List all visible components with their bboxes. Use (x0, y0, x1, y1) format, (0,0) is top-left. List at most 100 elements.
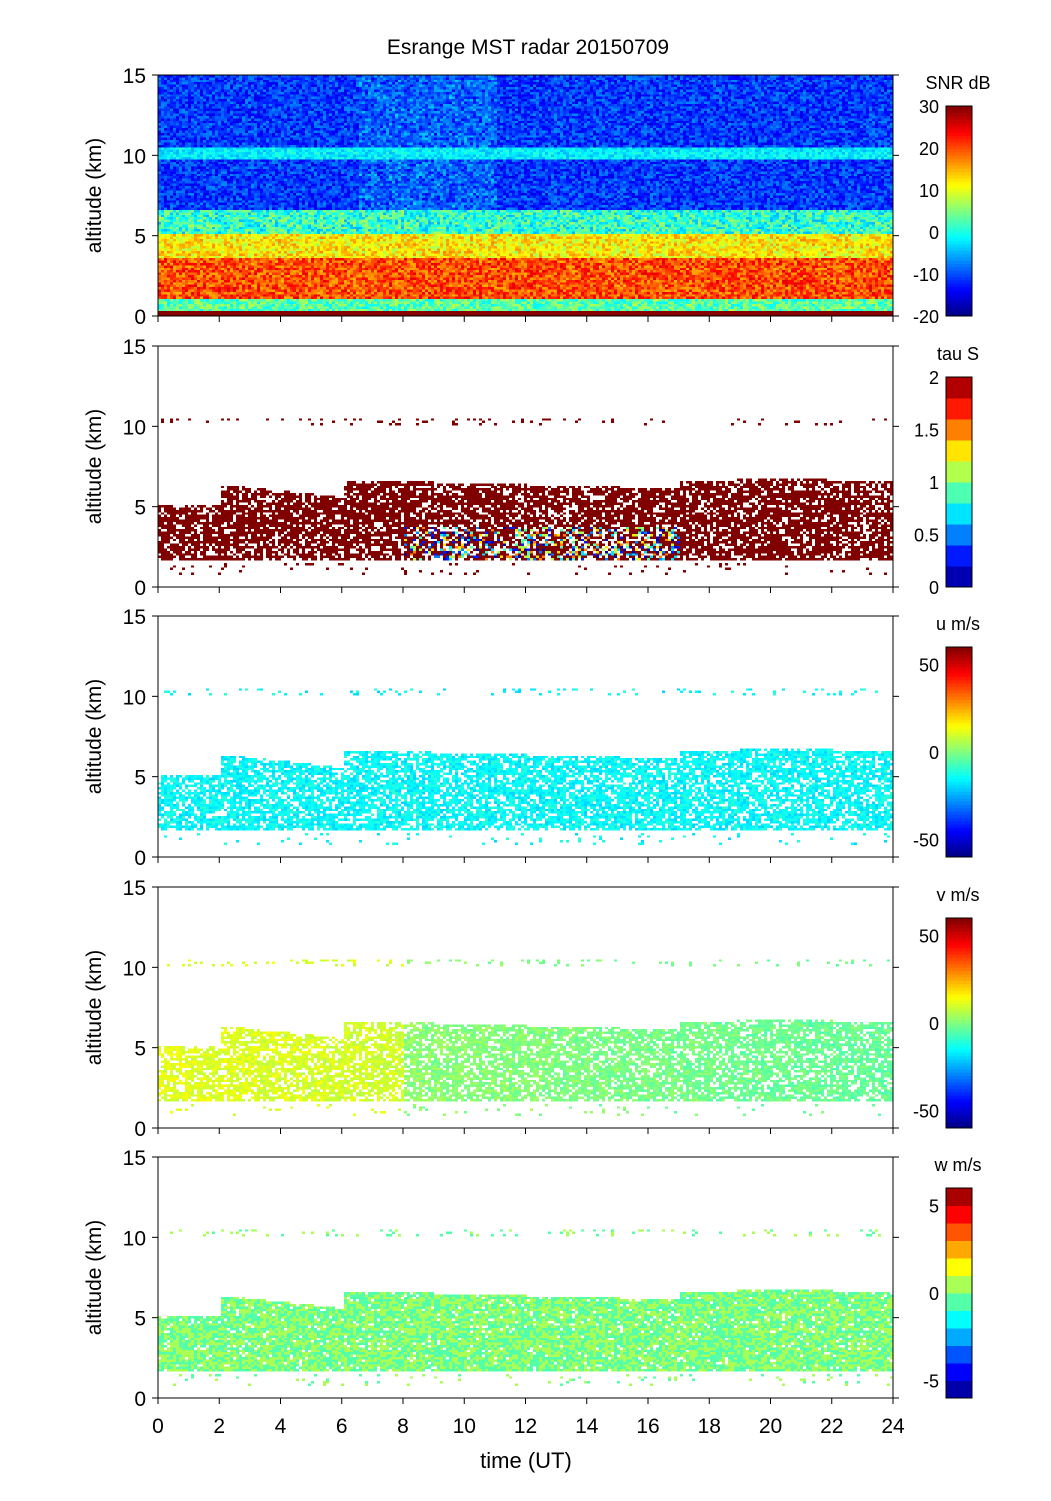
y-tick-label: 0 (134, 1118, 146, 1141)
colorbar-segment (946, 650, 972, 655)
colorbar-frame (945, 376, 973, 588)
colorbar-segment (946, 299, 972, 304)
colorbar-segment (946, 266, 972, 271)
colorbar-segment (946, 647, 972, 651)
colorbar-segment (946, 986, 972, 991)
colorbar-segment (946, 194, 972, 199)
v-axes-box (157, 886, 894, 1129)
colorbar-segment (946, 227, 972, 232)
colorbar-segment (946, 1078, 972, 1083)
tau-y-axis-label: altitude (km) (83, 409, 106, 525)
colorbar-tick-label: 0 (929, 223, 939, 243)
colorbar-segment (946, 830, 972, 835)
colorbar-segment (946, 729, 972, 733)
colorbar-segment (946, 253, 972, 258)
colorbar-segment (946, 673, 972, 678)
colorbar-segment (946, 237, 972, 242)
u-heatmap (158, 616, 893, 857)
colorbar-segment (946, 699, 972, 704)
colorbar-segment (946, 794, 972, 799)
x-tick-label: 2 (213, 1415, 225, 1438)
colorbar-segment (946, 706, 972, 710)
colorbar-segment (946, 990, 972, 994)
colorbar-segment (946, 732, 972, 737)
colorbar-segment (946, 482, 972, 504)
v-colorbar-label: v m/s (937, 885, 980, 905)
colorbar-segment (946, 1114, 972, 1119)
y-tick-label: 0 (134, 1388, 146, 1411)
colorbar-segment (946, 132, 972, 137)
colorbar-segment (946, 112, 972, 117)
w-heatmap (158, 1157, 893, 1398)
colorbar-segment (946, 1258, 972, 1276)
colorbar-segment (946, 289, 972, 294)
y-tick-label: 5 (134, 767, 146, 790)
x-tick-label: 24 (881, 1415, 905, 1438)
colorbar-segment (946, 138, 972, 143)
y-tick-label: 0 (134, 577, 146, 600)
colorbar-segment (946, 165, 972, 169)
colorbar-segment (946, 145, 972, 150)
y-tick-label: 15 (123, 65, 146, 88)
colorbar-segment (946, 719, 972, 723)
colorbar-segment (946, 224, 972, 228)
colorbar-segment (946, 712, 972, 717)
colorbar-segment (946, 119, 972, 123)
v-heatmap (158, 887, 893, 1128)
colorbar-segment (946, 398, 972, 420)
y-tick-label: 15 (123, 606, 146, 629)
colorbar-segment (946, 286, 972, 291)
colorbar-segment (946, 752, 972, 756)
colorbar-segment (946, 980, 972, 985)
colorbar-segment (946, 1042, 972, 1047)
colorbar-segment (946, 811, 972, 815)
colorbar-segment (946, 1223, 972, 1241)
colorbar-segment (946, 1049, 972, 1054)
colorbar-segment (946, 768, 972, 773)
colorbar-segment (946, 545, 972, 567)
colorbar-segment (946, 847, 972, 851)
y-tick-label: 5 (134, 1038, 146, 1061)
colorbar-segment (946, 817, 972, 822)
u-colorbar-label: u m/s (936, 614, 980, 634)
colorbar-segment (946, 827, 972, 832)
colorbar-segment (946, 247, 972, 251)
colorbar-segment (946, 250, 972, 255)
snr-y-axis-label: altitude (km) (83, 138, 106, 254)
colorbar-segment (946, 840, 972, 845)
colorbar-segment (946, 1052, 972, 1057)
colorbar-segment (946, 797, 972, 802)
colorbar-segment (946, 440, 972, 462)
colorbar-tick-label: -20 (913, 307, 939, 327)
colorbar-segment (946, 807, 972, 812)
colorbar-tick-label: -50 (913, 831, 939, 851)
colorbar-segment (946, 993, 972, 998)
colorbar-segment (946, 377, 972, 399)
colorbar-segment (946, 148, 972, 153)
colorbar-segment (946, 115, 972, 120)
colorbar-segment (946, 653, 972, 658)
colorbar-segment (946, 996, 972, 1001)
colorbar-segment (946, 312, 972, 317)
colorbar-segment (946, 761, 972, 766)
colorbar-segment (946, 276, 972, 281)
colorbar-segment (946, 967, 972, 971)
y-tick-label: 5 (134, 497, 146, 520)
colorbar-tick-label: 1.5 (914, 421, 939, 441)
colorbar-segment (946, 931, 972, 935)
colorbar-segment (946, 1055, 972, 1060)
colorbar-segment (946, 738, 972, 743)
tau-colorbar-label: tau S (937, 344, 979, 364)
colorbar-segment (946, 784, 972, 789)
colorbar-frame (945, 917, 973, 1129)
colorbar-segment (946, 1088, 972, 1093)
colorbar-tick-label: 10 (919, 181, 939, 201)
colorbar-segment (946, 960, 972, 965)
colorbar-segment (946, 1045, 972, 1050)
colorbar-segment (946, 709, 972, 714)
tau-heatmap (158, 346, 893, 587)
colorbar-segment (946, 243, 972, 248)
colorbar-segment (946, 683, 972, 687)
colorbar-frame (945, 1187, 973, 1399)
